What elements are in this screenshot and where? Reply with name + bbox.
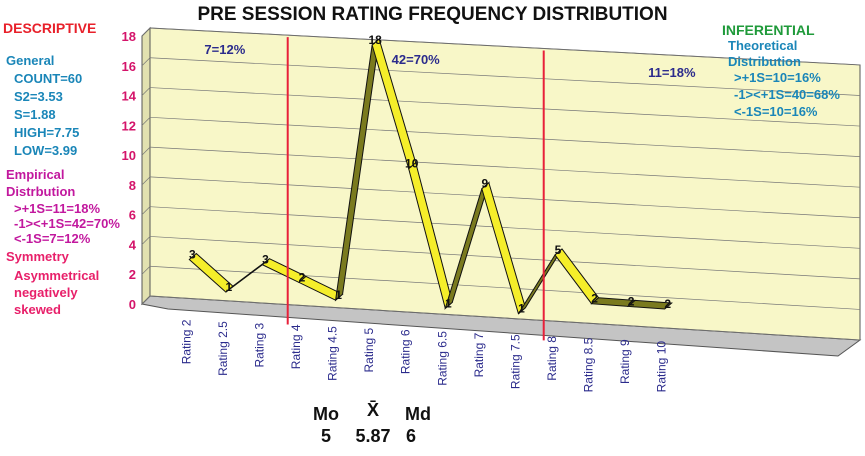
general-heading: General — [6, 53, 54, 68]
mode-label: Mo — [308, 404, 344, 425]
data-label: 9 — [482, 177, 489, 191]
y-tick-label: 8 — [129, 178, 136, 193]
x-tick-label: Rating 7.5 — [508, 334, 522, 389]
theoretical-middle: -1><+1S=40=68% — [734, 87, 840, 102]
y-tick-label: 16 — [122, 59, 136, 74]
descriptive-heading: DESCRIPTIVE — [3, 20, 96, 36]
x-tick-label: Rating 8.5 — [582, 337, 596, 392]
symmetry-line-1: Asymmetrical — [14, 268, 99, 283]
theoretical-below: <-1S=10=16% — [734, 104, 817, 119]
theoretical-heading: Theoretical — [728, 38, 797, 53]
x-tick-label: Rating 6.5 — [435, 331, 449, 386]
y-tick-label: 6 — [129, 208, 136, 223]
data-label: 1 — [445, 296, 452, 310]
y-axis: 0 2 4 6 8 10 12 14 16 18 — [122, 29, 137, 312]
symmetry-heading: Symmetry — [6, 249, 69, 264]
y-tick-label: 2 — [129, 267, 136, 282]
empirical-middle: -1><+1S=42=70% — [14, 216, 120, 231]
x-tick-label: Rating 4 — [289, 324, 303, 369]
region-label: 7=12% — [204, 42, 245, 57]
region-label: 11=18% — [648, 65, 696, 80]
data-label: 3 — [262, 253, 269, 267]
x-tick-label: Rating 5 — [362, 327, 376, 372]
region-label: 42=70% — [392, 52, 441, 67]
empirical-heading: Empirical — [6, 167, 65, 182]
stat-high: HIGH=7.75 — [14, 125, 79, 140]
median-label: Md — [398, 404, 438, 425]
y-tick-label: 12 — [122, 118, 136, 133]
data-label: 5 — [555, 243, 562, 257]
x-tick-label: Rating 8 — [545, 336, 559, 381]
y-tick-label: 0 — [129, 297, 136, 312]
x-tick-label: Rating 7 — [472, 332, 486, 377]
inferential-heading: INFERENTIAL — [722, 22, 815, 38]
y-tick-label: 10 — [122, 148, 136, 163]
theoretical-heading-2: Distribution — [728, 54, 801, 69]
y-tick-label: 18 — [122, 29, 136, 44]
stat-low: LOW=3.99 — [14, 143, 77, 158]
x-tick-label: Rating 2.5 — [216, 321, 230, 376]
x-tick-label: Rating 2 — [179, 319, 193, 364]
data-label: 10 — [405, 157, 419, 171]
data-label: 2 — [299, 270, 306, 284]
data-label: 1 — [226, 280, 233, 294]
empirical-above: >+1S=11=18% — [14, 201, 100, 216]
empirical-below: <-1S=7=12% — [14, 231, 90, 246]
x-tick-label: Rating 3 — [252, 323, 266, 368]
data-label: 2 — [664, 297, 671, 311]
x-tick-label: Rating 6 — [399, 329, 413, 374]
chart-side-wall — [142, 28, 150, 304]
stat-sd: S=1.88 — [14, 107, 56, 122]
mean-label: X̄ — [355, 400, 391, 421]
data-label: 1 — [335, 288, 342, 302]
stat-count: COUNT=60 — [14, 71, 82, 86]
x-tick-label: Rating 4.5 — [326, 326, 340, 381]
data-label: 2 — [591, 292, 598, 306]
theoretical-above: >+1S=10=16% — [734, 70, 821, 85]
data-label: 18 — [368, 33, 382, 47]
median-value: 6 — [398, 426, 424, 447]
data-label: 3 — [189, 247, 196, 261]
stat-variance: S2=3.53 — [14, 89, 63, 104]
data-label: 2 — [628, 294, 635, 308]
y-tick-label: 14 — [122, 89, 137, 104]
data-label: 1 — [518, 302, 525, 316]
mean-value: 5.87 — [348, 426, 398, 447]
mode-value: 5 — [308, 426, 344, 447]
x-tick-label: Rating 10 — [655, 341, 669, 393]
symmetry-line-3: skewed — [14, 302, 61, 317]
symmetry-line-2: negatively — [14, 285, 78, 300]
y-tick-label: 4 — [129, 237, 137, 252]
x-tick-label: Rating 9 — [618, 339, 632, 384]
empirical-heading-2: Distrbution — [6, 184, 75, 199]
